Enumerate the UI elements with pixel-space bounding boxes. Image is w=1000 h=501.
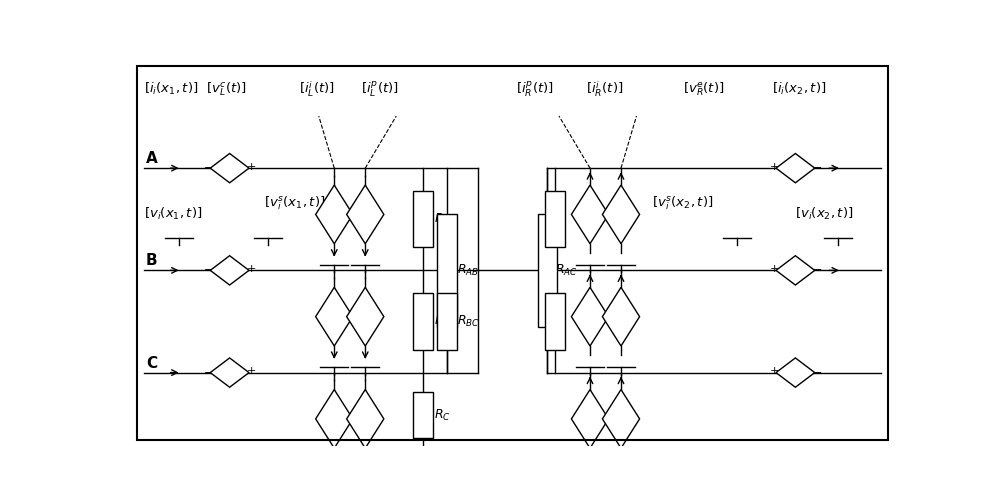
Text: $[v_i^s(x_1,t)]$: $[v_i^s(x_1,t)]$ xyxy=(264,194,326,212)
Text: A: A xyxy=(146,151,158,166)
Text: $-$: $-$ xyxy=(203,161,213,171)
Text: $[i_L^i(t)]$: $[i_L^i(t)]$ xyxy=(299,79,335,99)
Bar xyxy=(413,191,433,247)
Polygon shape xyxy=(316,185,353,244)
Text: $+$: $+$ xyxy=(246,365,256,376)
Text: $-$: $-$ xyxy=(812,264,822,274)
Text: $R_B$: $R_B$ xyxy=(434,314,450,329)
Bar xyxy=(437,294,457,350)
Polygon shape xyxy=(316,288,353,346)
Text: $-$: $-$ xyxy=(812,366,822,376)
Text: $+$: $+$ xyxy=(246,161,256,172)
Polygon shape xyxy=(602,185,640,244)
Text: $[i_R^p(t)]$: $[i_R^p(t)]$ xyxy=(516,80,554,99)
Polygon shape xyxy=(347,288,384,346)
Bar xyxy=(437,214,457,327)
Text: $-$: $-$ xyxy=(203,366,213,376)
Text: $R_C$: $R_C$ xyxy=(434,407,451,422)
Polygon shape xyxy=(347,185,384,244)
Polygon shape xyxy=(316,390,353,448)
Text: $R_{BC}$: $R_{BC}$ xyxy=(457,314,480,329)
Text: $R_{AB}$: $R_{AB}$ xyxy=(457,263,480,278)
Bar xyxy=(413,294,433,350)
Text: $[i_L^p(t)]$: $[i_L^p(t)]$ xyxy=(361,80,399,99)
Polygon shape xyxy=(210,256,249,285)
Text: $-$: $-$ xyxy=(203,264,213,274)
Text: $+$: $+$ xyxy=(769,263,779,274)
Text: $R_A$: $R_A$ xyxy=(434,212,450,227)
Text: $+$: $+$ xyxy=(769,365,779,376)
Text: $+$: $+$ xyxy=(246,263,256,274)
Text: $[v_L^c(t)]$: $[v_L^c(t)]$ xyxy=(206,80,247,98)
Polygon shape xyxy=(571,390,609,448)
Text: B: B xyxy=(146,254,158,269)
Polygon shape xyxy=(776,358,815,387)
Polygon shape xyxy=(571,288,609,346)
Polygon shape xyxy=(776,256,815,285)
Polygon shape xyxy=(210,153,249,183)
Bar xyxy=(545,294,565,350)
Polygon shape xyxy=(571,185,609,244)
Polygon shape xyxy=(602,390,640,448)
Polygon shape xyxy=(602,288,640,346)
Text: $[v_i(x_2,t)]$: $[v_i(x_2,t)]$ xyxy=(795,206,854,222)
Text: $[v_R^e(t)]$: $[v_R^e(t)]$ xyxy=(683,80,724,98)
Text: $R_{AC}$: $R_{AC}$ xyxy=(555,263,578,278)
Text: $[v_i^s(x_2,t)]$: $[v_i^s(x_2,t)]$ xyxy=(652,194,713,212)
Text: $-$: $-$ xyxy=(812,161,822,171)
Polygon shape xyxy=(347,390,384,448)
Polygon shape xyxy=(210,358,249,387)
Text: C: C xyxy=(146,356,157,371)
Text: $+$: $+$ xyxy=(769,161,779,172)
Bar xyxy=(545,191,565,247)
Polygon shape xyxy=(776,153,815,183)
Text: $[i_i(x_2,t)]$: $[i_i(x_2,t)]$ xyxy=(772,81,826,97)
Text: $[i_R^i(t)]$: $[i_R^i(t)]$ xyxy=(586,79,623,99)
Text: $[v_i(x_1,t)]$: $[v_i(x_1,t)]$ xyxy=(144,206,203,222)
Bar xyxy=(538,214,557,327)
Text: $[i_i(x_1,t)]$: $[i_i(x_1,t)]$ xyxy=(144,81,199,97)
Bar xyxy=(413,392,433,438)
